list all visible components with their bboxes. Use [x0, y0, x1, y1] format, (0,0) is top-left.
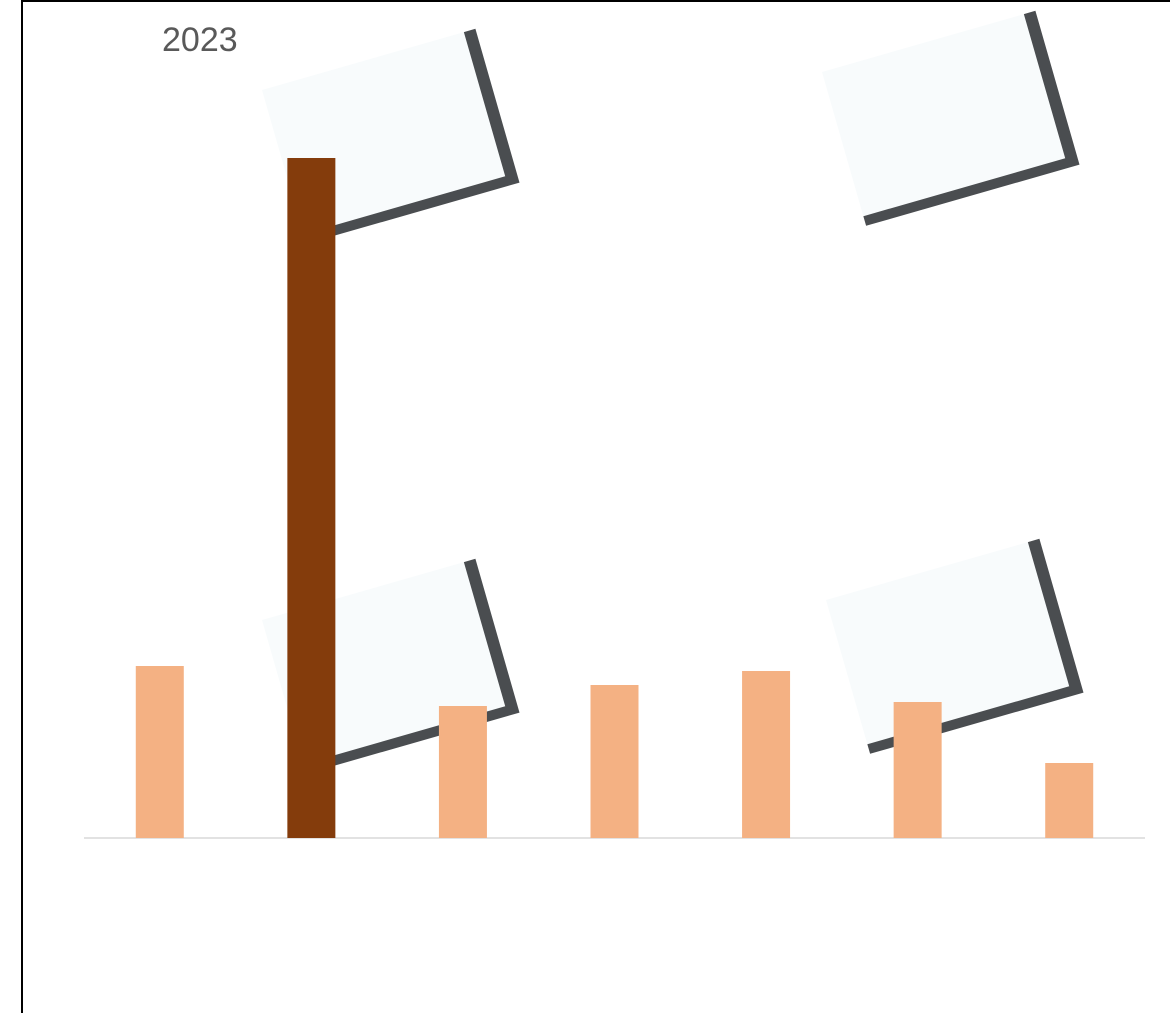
chart-title: 2023 — [162, 21, 238, 59]
decor-cards — [262, 10, 1084, 774]
bar — [287, 158, 336, 838]
bar — [742, 671, 791, 838]
decor-card — [822, 10, 1080, 226]
bar — [135, 666, 184, 838]
bar — [1045, 763, 1094, 838]
decor-card — [826, 538, 1084, 754]
bar — [590, 685, 639, 838]
bar — [438, 706, 487, 838]
bar — [893, 702, 942, 838]
